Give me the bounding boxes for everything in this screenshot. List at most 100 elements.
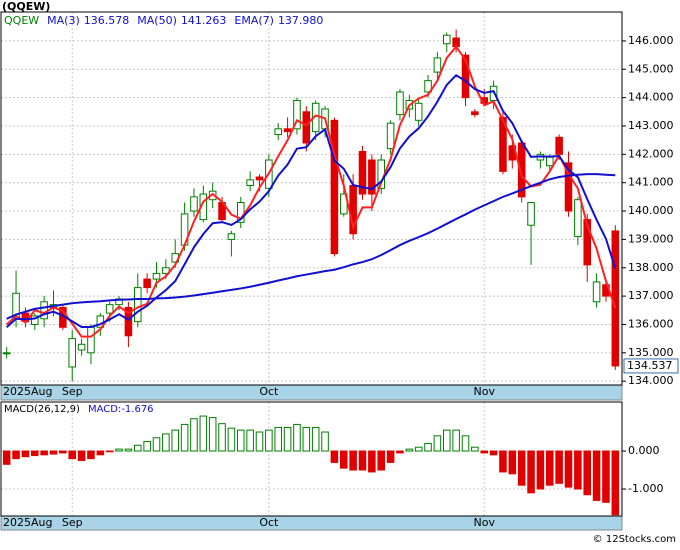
x-axis-strip	[0, 515, 623, 531]
macd-bar	[236, 429, 245, 452]
macd-bar	[208, 417, 217, 452]
line	[6, 44, 617, 338]
y-tick-label: 134.000	[628, 374, 674, 387]
legend-value: 137.980	[278, 14, 324, 27]
legend-symbol: QQEW	[4, 14, 39, 27]
macd-bar	[255, 431, 264, 452]
candle-body	[555, 136, 563, 155]
macd-bar	[424, 442, 432, 452]
macd-bar	[218, 423, 226, 452]
macd-bar	[180, 423, 189, 452]
y-tick-label: 146.000	[628, 34, 674, 47]
macd-bar	[461, 435, 470, 452]
macd-bar	[59, 450, 67, 454]
candle-body	[358, 151, 367, 195]
macd-bar	[143, 441, 151, 452]
candle-body	[255, 176, 264, 181]
macd-bar	[105, 450, 114, 453]
macd-bar	[489, 450, 498, 456]
x-tick-label: Sep	[62, 385, 83, 398]
macd-bar	[133, 444, 142, 452]
macd-bar	[386, 450, 395, 463]
y-tick-label: 137.000	[628, 289, 674, 302]
candle-body	[105, 304, 114, 314]
legend-value: 136.578	[84, 14, 130, 27]
macd-bar	[115, 448, 123, 452]
x-tick-label: Sep	[62, 516, 83, 529]
macd-bar	[442, 429, 451, 452]
candle-body	[414, 102, 423, 121]
macd-bar	[545, 450, 554, 486]
macd-bar	[405, 448, 414, 452]
macd-bar	[592, 450, 601, 501]
y-tick-label: 143.000	[628, 119, 674, 132]
y-tick-label: 142.000	[628, 147, 674, 160]
macd-bar	[77, 450, 86, 462]
candle-body	[162, 267, 170, 274]
legend-name: EMA(7)	[234, 14, 274, 27]
x-tick-label: Nov	[473, 516, 495, 529]
macd-bar	[124, 448, 133, 452]
macd-bar	[321, 431, 329, 452]
macd-bar	[527, 450, 535, 494]
y-tick-label: 140.000	[628, 204, 674, 217]
macd-bar	[555, 450, 563, 484]
y-tick-label: 0.000	[628, 444, 660, 457]
macd-bar	[190, 418, 198, 452]
candle-body	[545, 156, 554, 167]
x-axis-strip	[0, 384, 623, 401]
macd-bar	[302, 426, 311, 452]
y-tick-label: 136.000	[628, 317, 674, 330]
macd-bar	[199, 415, 208, 452]
macd-bar	[358, 450, 367, 471]
legend-value: 141.263	[181, 14, 227, 27]
candle-body	[330, 119, 339, 255]
candle-body	[77, 343, 86, 351]
candle-body	[499, 116, 507, 172]
x-tick-label: 2025Aug	[3, 385, 52, 398]
macd-bar	[12, 450, 20, 460]
last-price-label: 134.537	[627, 359, 673, 372]
candle-body	[564, 162, 573, 212]
candle-body	[574, 199, 582, 238]
macd-bar	[583, 450, 592, 496]
price-panel-frame	[0, 11, 623, 386]
macd-legend: MACD(26,12,9) MACD:-1.676	[4, 404, 154, 415]
macd-bar	[30, 450, 39, 457]
candle-body	[302, 111, 311, 144]
macd-bar	[368, 450, 376, 473]
macd-bar	[162, 433, 170, 452]
macd-bar	[377, 450, 386, 471]
candle-body	[227, 233, 236, 240]
macd-bar	[2, 450, 11, 465]
y-tick-label: 135.000	[628, 346, 674, 359]
macd-bar	[49, 450, 58, 455]
macd-bar	[311, 426, 320, 452]
macd-bar	[349, 450, 357, 471]
candle-body	[293, 99, 301, 130]
candle-body	[386, 122, 395, 150]
macd-bar	[480, 450, 489, 454]
macd-bar	[171, 429, 180, 452]
candle-body	[274, 128, 283, 135]
y-tick-label: 139.000	[628, 232, 674, 245]
marks	[2, 29, 620, 516]
macd-bar	[152, 437, 161, 452]
candle-body	[2, 352, 11, 355]
macd-bar	[602, 450, 610, 503]
macd-bar	[265, 429, 273, 452]
x-tick-label: Nov	[473, 385, 495, 398]
macd-bar	[274, 426, 283, 452]
macd-bar	[40, 450, 48, 456]
last-price-box	[623, 358, 679, 374]
macd-panel-frame	[0, 401, 623, 517]
macd-bar	[517, 450, 526, 486]
candle-body	[442, 34, 451, 45]
candle-body	[190, 196, 198, 212]
macd-bar	[87, 450, 95, 460]
legend-name: MA(50)	[137, 14, 177, 27]
candle-body	[583, 219, 592, 266]
macd-value-name: MACD:	[88, 404, 121, 415]
